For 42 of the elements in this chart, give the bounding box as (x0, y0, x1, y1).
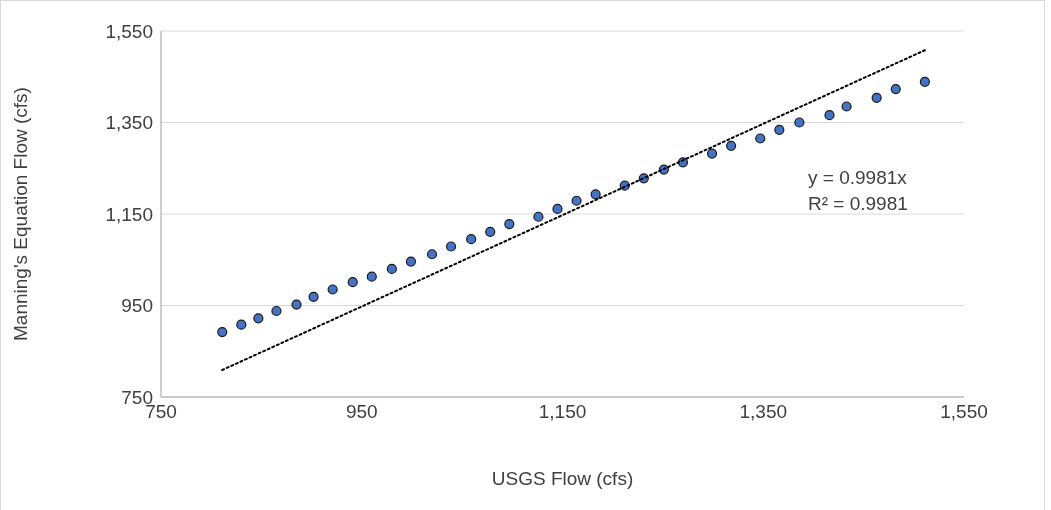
point (308, 291, 319, 302)
point (824, 110, 835, 121)
point (405, 256, 417, 267)
point (327, 284, 338, 295)
point (466, 234, 477, 245)
point (253, 313, 264, 324)
point (347, 277, 358, 288)
x-axis-title: USGS Flow (cfs) (491, 468, 634, 489)
point (794, 117, 805, 128)
y-tick-label: 950 (121, 295, 153, 317)
x-tick-label: 1,150 (538, 401, 587, 423)
point (890, 84, 901, 95)
point (386, 263, 397, 274)
point (871, 92, 882, 103)
point (426, 249, 438, 260)
y-tick-label: 1,350 (105, 112, 153, 134)
point (533, 211, 544, 222)
x-tick-label: 1,550 (940, 401, 988, 423)
annotation: R² = 0.9981 (808, 192, 908, 216)
point (271, 305, 282, 317)
point (571, 195, 582, 206)
point (841, 101, 852, 112)
point (485, 226, 496, 237)
point (236, 319, 247, 330)
x-tick-label: 950 (345, 401, 378, 423)
annotation: y = 0.9981x (808, 166, 908, 190)
y-tick-label: 1,150 (105, 203, 153, 225)
point (291, 299, 302, 310)
point (774, 124, 785, 135)
y-tick-label: 1,550 (105, 20, 153, 42)
point (445, 241, 457, 252)
point (919, 76, 930, 87)
point (217, 326, 228, 338)
point (504, 218, 515, 230)
point (706, 148, 718, 159)
point (590, 189, 601, 200)
x-tick-label: 1,350 (739, 401, 788, 423)
point (366, 271, 377, 282)
point (726, 140, 737, 151)
y-axis-title: Manning's Equation Flow (cfs) (9, 87, 31, 341)
point (552, 203, 563, 215)
point (755, 133, 766, 144)
